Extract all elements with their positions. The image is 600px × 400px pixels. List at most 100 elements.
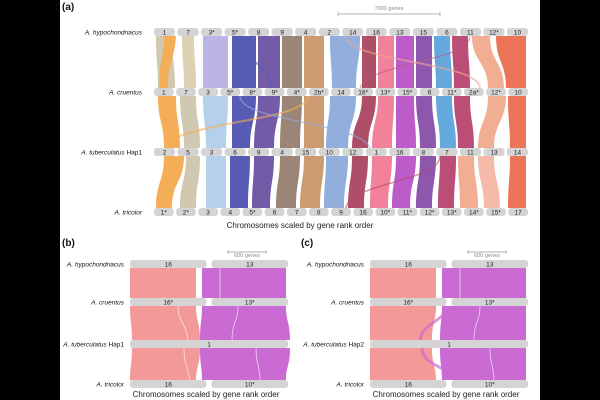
chromosome-label: 6: [445, 29, 449, 36]
chromosome-bar: [286, 208, 307, 216]
chromosome-label: 10*: [245, 381, 255, 388]
chromosome-bar: [130, 340, 288, 348]
ribbon-a-tt-1: [156, 156, 184, 208]
chromosome-bar: [483, 28, 505, 36]
ribbon-a-hc-cross3: [345, 35, 481, 89]
chromosome-label: 16: [396, 149, 404, 156]
species-label-a-hypochondriacus: A. hypochondriacus: [84, 29, 143, 36]
species-haplotype: Hap1: [107, 341, 125, 348]
chromosome-label: 3: [206, 209, 210, 216]
ribbon-a-tt-13: [438, 156, 456, 208]
synteny-figure: (a) 7000 genes: [60, 0, 540, 400]
chromosome-label: 6: [428, 89, 432, 96]
chromosome-bar: [397, 88, 418, 96]
chromosome-label: 4: [304, 29, 308, 36]
chromosome-bar: [412, 28, 434, 36]
panel-c-letter: (c): [301, 238, 313, 249]
panel-a-ribbons: [156, 35, 526, 89]
ribbon-a-hc-11: [378, 36, 394, 88]
ribbon-b-16-hc: [130, 268, 196, 298]
chromosome-bar: [130, 260, 207, 268]
chromosome-bar: [331, 88, 351, 96]
ribbon-a-tt-cross1: [345, 155, 441, 209]
ribbon-a-tt-15: [478, 156, 500, 208]
ribbon-a-tt-6: [276, 156, 300, 208]
chromosome-label: 3: [210, 149, 214, 156]
chromosome-bar: [176, 88, 196, 96]
chromosome-label: 15*: [403, 89, 413, 96]
chromosome-label: 3*: [209, 29, 216, 36]
chromosome-bar: [201, 148, 223, 156]
panel-a-ribbons-tt: [156, 155, 526, 209]
chromosome-bar: [389, 28, 411, 36]
chromosome-bar: [389, 148, 411, 156]
species-name: A. tuberculatus: [302, 341, 347, 348]
panel-c-chromosome-rows: A. hypochondriacus 16 13 A. cruentus 16* 13* A…: [302, 260, 528, 388]
chromosome-bar: [154, 28, 176, 36]
chromosome-label: 16: [405, 381, 413, 388]
chromosome-bar: [154, 88, 174, 96]
chromosome-label: 12*: [489, 29, 499, 36]
chromosome-bar: [242, 208, 263, 216]
ribbon-c-16-ct: [370, 306, 436, 340]
chromosome-bar: [224, 148, 246, 156]
ribbon-a-ct-7: [304, 96, 324, 148]
ribbon-a-ct-12: [416, 96, 436, 148]
chromosome-label: 12*: [425, 209, 435, 216]
chromosome-bar: [353, 208, 373, 216]
species-name: A. cruentus: [330, 299, 365, 306]
ribbon-a-hc-cross1: [239, 35, 273, 89]
chromosome-label: 2: [163, 149, 167, 156]
panel-c-caption: Chromosomes scaled by gene rank order: [373, 390, 520, 399]
chromosome-label: 6: [233, 149, 237, 156]
ribbon-a-hc-7: [282, 36, 302, 88]
ribbon-b-16-ct: [130, 306, 200, 340]
species-name: A. tricolor: [114, 209, 143, 216]
ribbon-c-13-tt: [440, 348, 526, 380]
panel-a-ribbons-ct: [158, 95, 526, 149]
chromosome-label: 8: [422, 149, 426, 156]
chromosome-label: 2: [327, 29, 331, 36]
chromosome-label: 5: [186, 149, 190, 156]
chromosome-bar: [436, 148, 458, 156]
ribbon-a-hc-17: [496, 36, 526, 88]
species-label-a-tricolor: A. tricolor: [336, 381, 365, 388]
chromosome-label: 10: [515, 89, 523, 96]
chromosome-bar: [198, 208, 218, 216]
ribbon-c-cross: [418, 305, 454, 381]
chromosome-bar: [506, 148, 528, 156]
ribbon-a-hc-12: [396, 36, 414, 88]
chromosome-bar: [201, 28, 223, 36]
species-name: A. tuberculatus: [62, 341, 107, 348]
chromosome-label: 13*: [447, 209, 457, 216]
chromosome-bar: [365, 28, 387, 36]
chromosome-label: 5*: [249, 209, 256, 216]
chromosome-label: 13: [396, 29, 404, 36]
chromosome-bar: [483, 148, 505, 156]
species-label-a-tricolor: A. tricolor: [96, 381, 125, 388]
chromosome-bar: [286, 88, 307, 96]
chromosome-label: 16: [360, 209, 368, 216]
chromosome-label: 2b*: [314, 89, 324, 96]
species-haplotype: Hap1: [125, 149, 143, 156]
species-name: A. cruentus: [90, 299, 125, 306]
chromosome-bar: [154, 148, 176, 156]
chromosome-bar: [211, 260, 288, 268]
species-name: A. hypochondriacus: [306, 261, 365, 268]
chromosome-bar: [342, 28, 364, 36]
chromosome-bar: [130, 380, 207, 388]
ribbon-a-hc-13: [416, 36, 432, 88]
ribbon-c-16-hc: [370, 268, 436, 298]
chromosome-bar: [309, 88, 329, 96]
chromosome-bar: [365, 148, 387, 156]
ribbon-b-13-tt: [200, 348, 290, 380]
panel-b-scale-label: 600 genes: [234, 253, 260, 259]
chromosome-bar: [211, 298, 288, 306]
species-label-a-tricolor: A. tricolor: [114, 209, 143, 216]
chromosome-bar: [271, 28, 293, 36]
chromosome-label: 4*: [294, 89, 301, 96]
ribbon-a-ct-cross2: [239, 95, 371, 149]
chromosome-bar: [464, 88, 484, 96]
ribbon-a-ct-14: [454, 96, 474, 148]
chromosome-label: 3: [206, 89, 210, 96]
